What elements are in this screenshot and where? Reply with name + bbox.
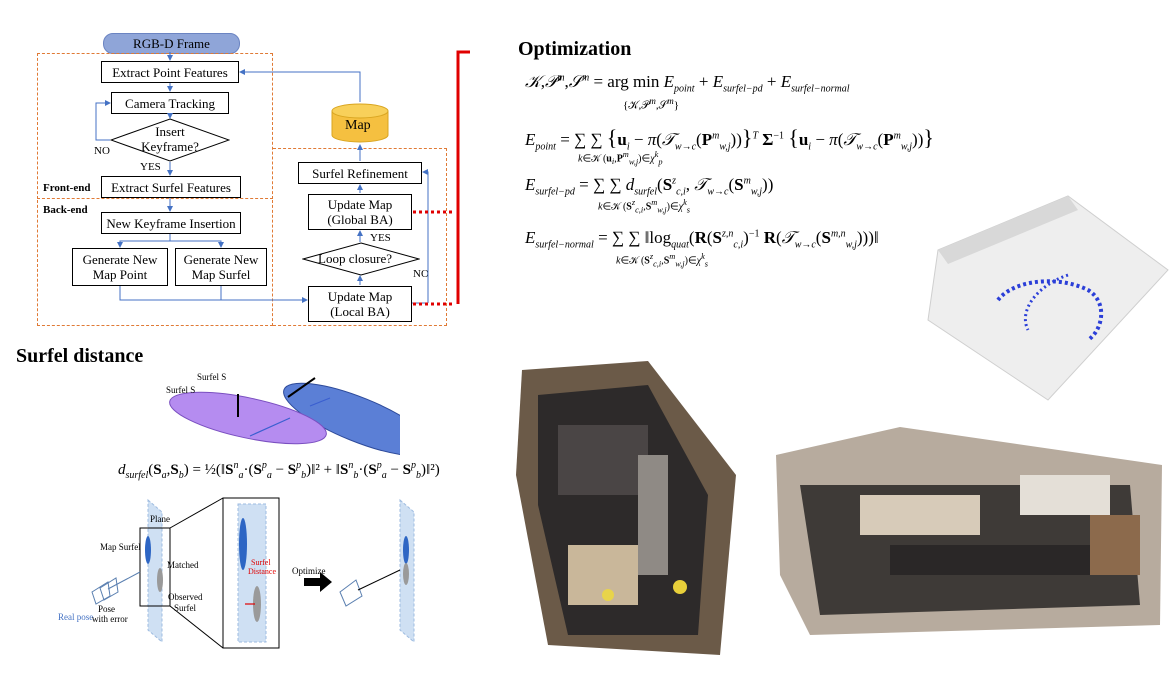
back-end-region (37, 200, 273, 326)
map-label: Map (345, 118, 371, 133)
insert-keyframe-label-1: Insert (155, 124, 185, 139)
reconstruction-room-two-image (776, 427, 1162, 635)
real-pose-label: Real pose (58, 612, 94, 622)
eq-point-sub: k∈𝒦 (ui,Pmw,j)∈χkp (578, 150, 663, 167)
generate-map-surfel-node: Generate New Map Surfel (175, 248, 267, 286)
matched-label: Matched (167, 560, 199, 570)
surfel-distance-title: Surfel distance (16, 345, 144, 367)
observed-label-1: Observed (168, 592, 203, 602)
optimization-title: Optimization (518, 38, 632, 60)
surfel-distance-label-2: Distance (248, 567, 276, 576)
camera-tracking-node: Camera Tracking (111, 92, 229, 114)
front-end-label: Front-end (43, 182, 91, 194)
new-keyframe-insertion-node: New Keyframe Insertion (101, 212, 241, 234)
front-end-region (37, 53, 273, 199)
pose-error-label-1: Pose (98, 604, 116, 614)
eq-surfel-normal-sub: k∈𝒦 (Szc,i,Smw,j)∈χks (616, 252, 709, 269)
surfel-a-label: Surfel S (166, 385, 196, 395)
eq-surfel-normal: Esurfel−normal = ∑ ∑ ‖logquat(R(Sz,nc,i)… (525, 228, 879, 251)
insert-keyframe-diamond (110, 118, 230, 162)
eq-point: Epoint = ∑ ∑ {ui − π(𝒯w→c(Pmw,j))}T Σ−1 … (525, 125, 934, 153)
extract-surfel-features-node: Extract Surfel Features (101, 176, 241, 198)
eq-surfel-distance: dsurfel(Sa,Sb) = ½(‖Sna·(Spa − Spb)‖² + … (118, 460, 440, 481)
loop-closure-label: Loop closure? (318, 251, 393, 266)
surfel-optimization-schematic (91, 497, 415, 649)
insert-keyframe-label-2: Keyframe? (141, 139, 199, 154)
eq-objective-sub: {𝒦,𝒫m,𝒮m} (623, 96, 679, 112)
flowchart-connectors (95, 50, 470, 306)
map-cylinder-icon (331, 103, 389, 143)
surfel-ellipses-diagram (169, 377, 400, 455)
eq-objective: 𝒦,𝒫m,𝒮m = arg min Epoint + Esurfel−pd + … (525, 72, 850, 95)
no-label-loop: NO (413, 268, 429, 280)
no-label-left: NO (94, 145, 110, 157)
reconstruction-room-trajectory-image (927, 195, 1169, 401)
update-map-local-node: Update Map (Local BA) (308, 286, 412, 322)
rgbd-frame-label: RGB-D Frame (133, 35, 210, 51)
yes-label-keyframe: YES (140, 161, 161, 173)
eq-surfel-pd: Esurfel−pd = ∑ ∑ dsurfel(Szc,i, 𝒯w→c(Smw… (525, 175, 774, 198)
yes-label-loop: YES (370, 232, 391, 244)
extract-point-features-node: Extract Point Features (101, 61, 239, 83)
eq-surfel-pd-sub: k∈𝒦 (Szc,i,Smw,j)∈χks (598, 198, 691, 215)
update-map-global-node: Update Map (Global BA) (308, 194, 412, 230)
observed-label-2: Surfel (174, 603, 196, 613)
surfel-refinement-node: Surfel Refinement (298, 162, 422, 184)
back-end-label: Back-end (43, 204, 88, 216)
reconstruction-office-image (516, 361, 736, 655)
pose-error-label-2: with error (92, 614, 128, 624)
plane-label: Plane (150, 514, 170, 524)
surfel-b-label: Surfel S (197, 372, 227, 382)
surfel-distance-label-1: Surfel (251, 558, 271, 567)
generate-map-point-node: Generate New Map Point (72, 248, 168, 286)
optimize-label: Optimize (292, 566, 326, 576)
map-surfel-label: Map Surfel (100, 542, 141, 552)
